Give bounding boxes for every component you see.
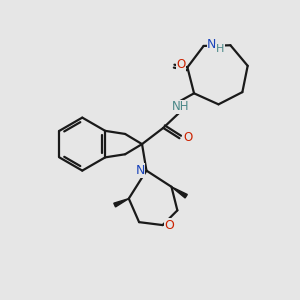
Polygon shape bbox=[172, 187, 187, 198]
Polygon shape bbox=[114, 199, 129, 207]
Text: O: O bbox=[164, 219, 174, 232]
Text: H: H bbox=[216, 44, 224, 55]
Text: N: N bbox=[135, 164, 145, 177]
Text: O: O bbox=[176, 58, 185, 71]
Text: O: O bbox=[183, 131, 192, 144]
Text: N: N bbox=[207, 38, 217, 51]
Text: NH: NH bbox=[172, 100, 190, 113]
